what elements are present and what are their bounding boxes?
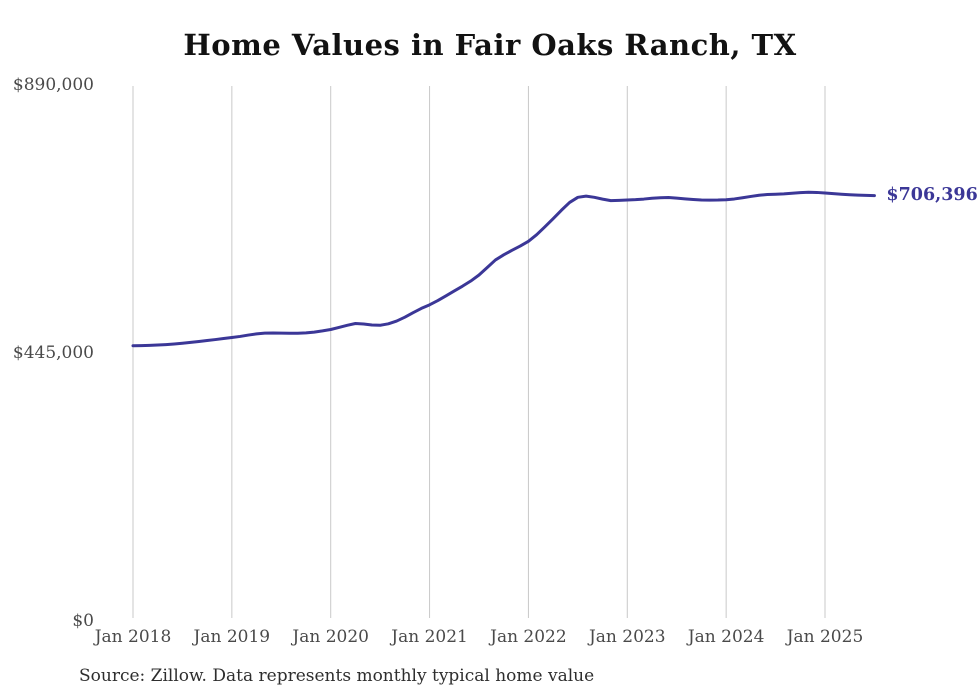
x-tick-label: Jan 2020 [292, 627, 369, 647]
y-tick-label: $0 [72, 611, 94, 631]
x-tick-label: Jan 2018 [94, 627, 172, 647]
x-tick-label: Jan 2022 [490, 627, 567, 647]
x-tick-label: Jan 2023 [588, 627, 666, 647]
source-note: Source: Zillow. Data represents monthly … [79, 666, 595, 686]
end-value-label: $706,396 [886, 184, 978, 205]
gridlines [132, 86, 826, 618]
chart-title: Home Values in Fair Oaks Ranch, TX [183, 28, 797, 62]
x-tick-label: Jan 2021 [391, 627, 468, 647]
y-tick-label: $445,000 [12, 343, 94, 363]
y-tick-label: $890,000 [12, 75, 94, 95]
x-tick-label: Jan 2019 [193, 627, 271, 647]
x-tick-label: Jan 2024 [687, 627, 765, 647]
home-value-line [131, 190, 876, 348]
x-tick-label: Jan 2025 [786, 627, 864, 647]
